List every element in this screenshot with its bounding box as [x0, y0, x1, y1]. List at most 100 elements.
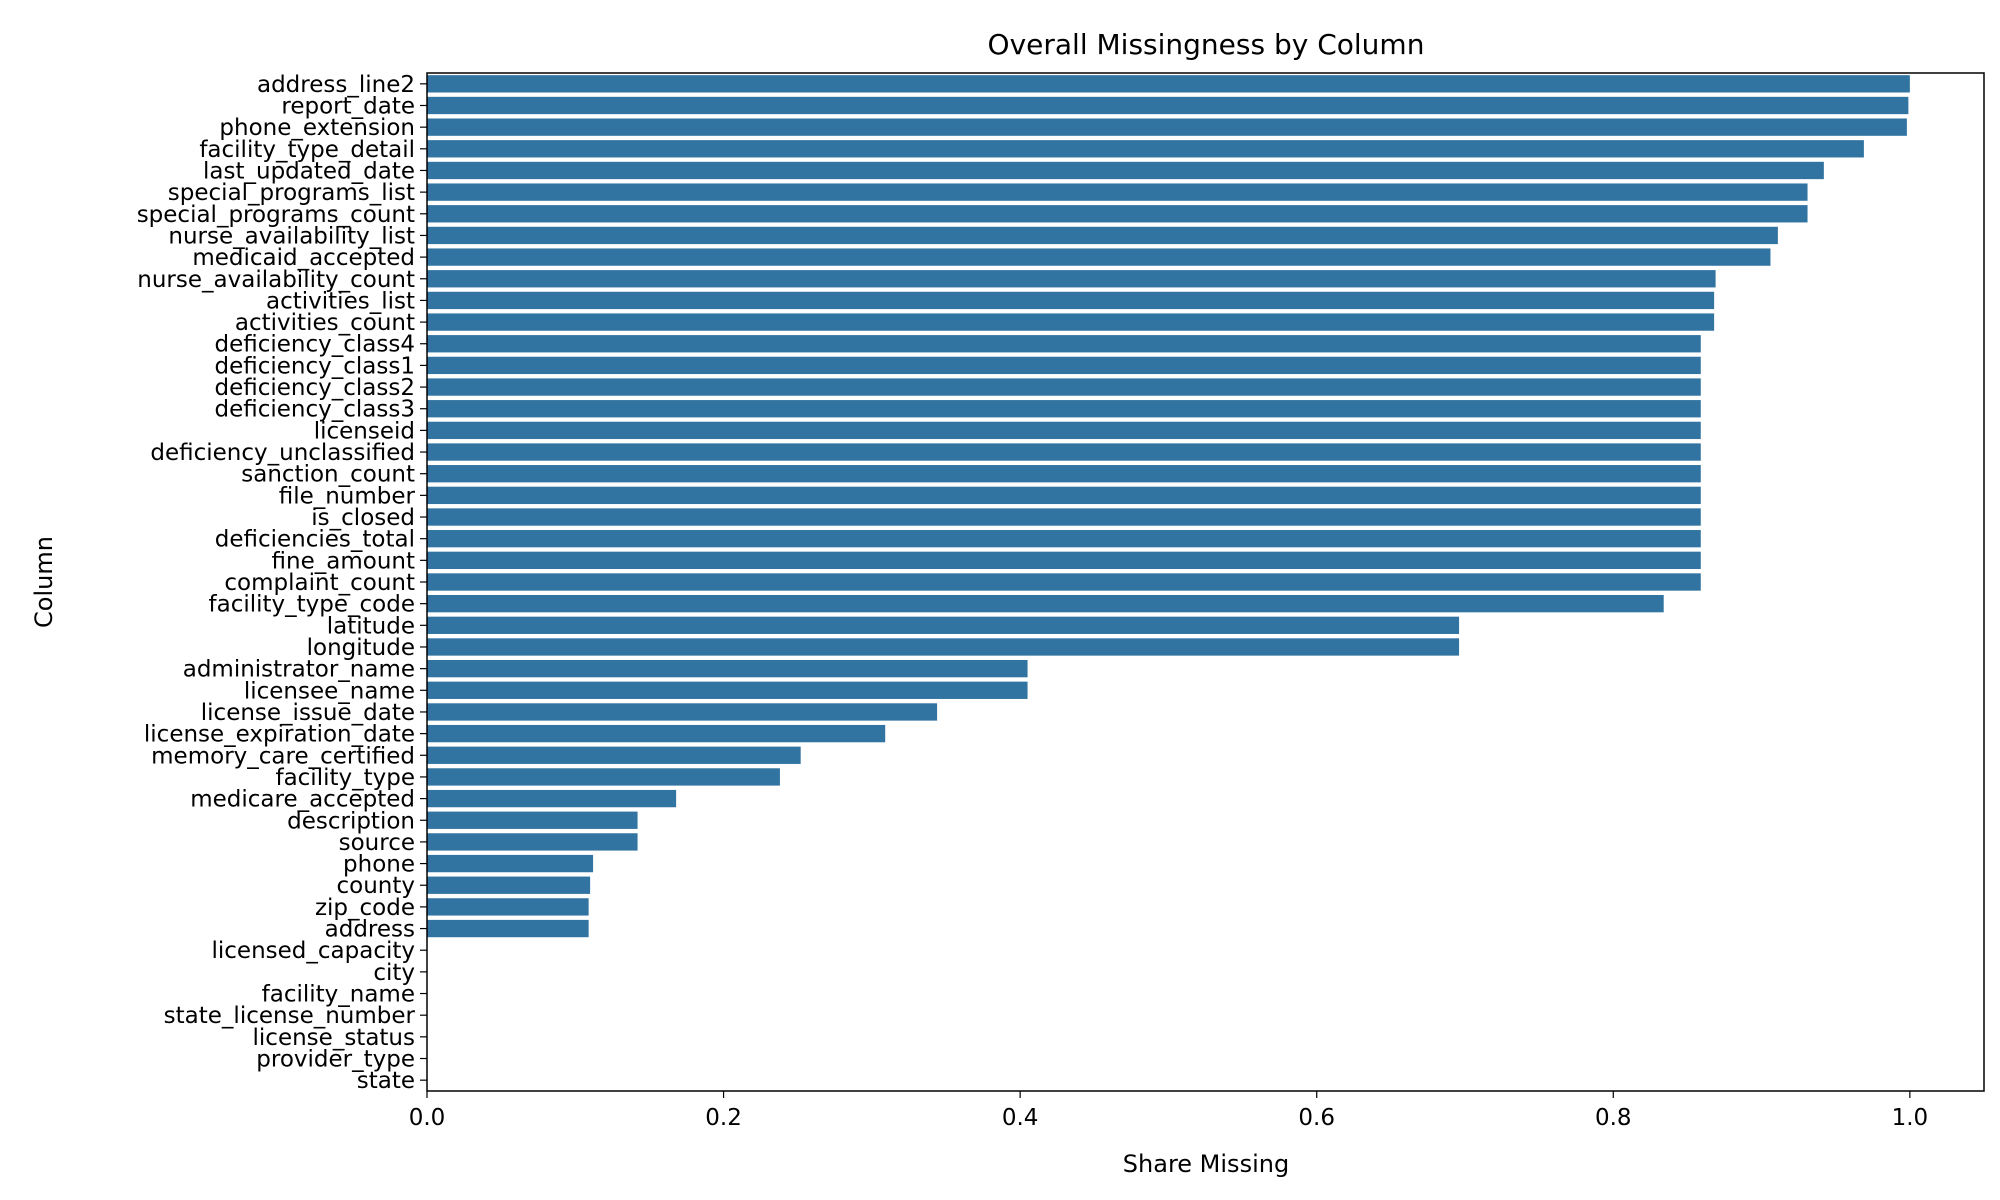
- x-tick-label: 0.8: [1595, 1105, 1632, 1131]
- y-axis-label: Column: [30, 536, 58, 628]
- y-tick-label: deficiency_class1: [215, 353, 416, 379]
- y-tick-label: administrator_name: [183, 657, 415, 683]
- bar-fine_amount: [427, 551, 1701, 570]
- bar-license_issue_date: [427, 703, 938, 721]
- bar-deficiency_class4: [427, 335, 1701, 353]
- bar-administrator_name: [427, 659, 1028, 678]
- y-tick-label: file_number: [279, 483, 416, 509]
- y-tick-label: address: [325, 917, 415, 943]
- y-tick-label: address_line2: [257, 72, 415, 98]
- bar-activities_list: [427, 291, 1715, 310]
- bar-deficiency_unclassified: [427, 443, 1701, 461]
- bar-address_line2: [427, 75, 1910, 93]
- bar-license_expiration_date: [427, 724, 886, 743]
- y-tick-label: license_expiration_date: [144, 722, 415, 748]
- y-tick-label: licensed_capacity: [212, 938, 416, 964]
- y-tick-label: is_closed: [311, 505, 415, 531]
- bar-medicare_accepted: [427, 789, 677, 808]
- bar-licenseid: [427, 421, 1701, 440]
- bar-medicaid_accepted: [427, 248, 1771, 266]
- bar-phone: [427, 854, 594, 873]
- y-tick-label: deficiencies_total: [215, 527, 415, 553]
- bar-last_updated_date: [427, 161, 1824, 180]
- y-tick-label: facility_type_code: [209, 592, 415, 618]
- x-axis-ticks: 0.0 0.2 0.4 0.6 0.8 1.0: [409, 1091, 1928, 1131]
- bar-memory_care_certified: [427, 746, 801, 764]
- y-tick-label: special_programs_count: [137, 202, 415, 228]
- y-tick-label: deficiency_class2: [215, 375, 416, 401]
- y-tick-label: phone: [343, 852, 415, 878]
- bar-activities_count: [427, 313, 1715, 331]
- bar-phone_extension: [427, 118, 1907, 136]
- y-tick-label: medicaid_accepted: [192, 245, 415, 271]
- bar-deficiency_class2: [427, 378, 1701, 396]
- bar-complaint_count: [427, 573, 1701, 591]
- y-tick-label: facility_type: [275, 765, 415, 791]
- y-tick-label: description: [287, 808, 415, 834]
- bar-address: [427, 919, 589, 938]
- y-axis-ticks: address_line2report_datephone_extensionf…: [137, 72, 427, 1094]
- bar-longitude: [427, 638, 1460, 656]
- y-tick-label: report_date: [281, 93, 415, 119]
- y-tick-label: nurse_availability_count: [137, 267, 415, 293]
- bar-special_programs_list: [427, 183, 1808, 201]
- y-tick-label: provider_type: [256, 1047, 415, 1073]
- bars-layer: [427, 75, 1910, 938]
- x-tick-label: 0.0: [409, 1105, 446, 1131]
- y-tick-label: zip_code: [315, 895, 415, 921]
- y-tick-label: sanction_count: [241, 462, 415, 488]
- y-tick-label: source: [339, 830, 415, 856]
- plot-frame: [426, 72, 1985, 1092]
- x-tick-label: 0.2: [705, 1105, 742, 1131]
- y-tick-label: deficiency_class3: [215, 397, 416, 423]
- bar-source: [427, 833, 638, 851]
- bar-facility_type: [427, 768, 780, 786]
- x-axis-label: Share Missing: [1123, 1150, 1289, 1178]
- bar-is_closed: [427, 508, 1701, 526]
- x-tick-label: 0.4: [1002, 1105, 1039, 1131]
- y-tick-label: license_issue_date: [201, 700, 415, 726]
- y-tick-label: activities_list: [266, 288, 415, 314]
- bar-latitude: [427, 616, 1460, 634]
- y-tick-label: fine_amount: [272, 548, 415, 574]
- y-tick-label: licenseid: [314, 418, 415, 444]
- y-tick-label: facility_type_detail: [199, 137, 415, 163]
- y-tick-label: deficiency_unclassified: [150, 440, 415, 466]
- bar-file_number: [427, 486, 1701, 505]
- bar-nurse_availability_list: [427, 226, 1778, 245]
- bar-deficiency_class1: [427, 356, 1701, 375]
- bar-licensee_name: [427, 681, 1028, 699]
- bar-facility_type_code: [427, 594, 1664, 613]
- bar-description: [427, 811, 638, 829]
- y-tick-label: activities_count: [235, 310, 415, 336]
- y-tick-label: complaint_count: [224, 570, 415, 596]
- bar-deficiencies_total: [427, 530, 1701, 548]
- bar-special_programs_count: [427, 205, 1808, 223]
- x-tick-label: 1.0: [1892, 1105, 1929, 1131]
- bar-nurse_availability_count: [427, 270, 1716, 288]
- bar-report_date: [427, 96, 1909, 115]
- bar-deficiency_class3: [427, 400, 1701, 418]
- y-tick-label: licensee_name: [244, 678, 415, 704]
- y-tick-label: state_license_number: [164, 1003, 416, 1029]
- y-tick-label: state: [357, 1068, 415, 1094]
- y-tick-label: facility_name: [262, 982, 415, 1008]
- bar-zip_code: [427, 898, 589, 916]
- y-tick-label: longitude: [307, 635, 415, 661]
- y-tick-label: last_updated_date: [203, 158, 415, 184]
- y-tick-label: deficiency_class4: [215, 332, 416, 358]
- y-tick-label: special_programs_list: [168, 180, 415, 206]
- y-tick-label: county: [336, 873, 415, 899]
- bar-county: [427, 876, 591, 894]
- x-tick-label: 0.6: [1298, 1105, 1335, 1131]
- y-tick-label: latitude: [327, 613, 415, 639]
- y-tick-label: nurse_availability_list: [168, 223, 415, 249]
- y-tick-label: memory_care_certified: [151, 743, 415, 769]
- y-tick-label: medicare_accepted: [190, 787, 415, 813]
- y-tick-label: city: [373, 960, 415, 986]
- y-tick-label: phone_extension: [219, 115, 415, 141]
- y-tick-label: license_status: [253, 1025, 415, 1051]
- bar-facility_type_detail: [427, 140, 1864, 158]
